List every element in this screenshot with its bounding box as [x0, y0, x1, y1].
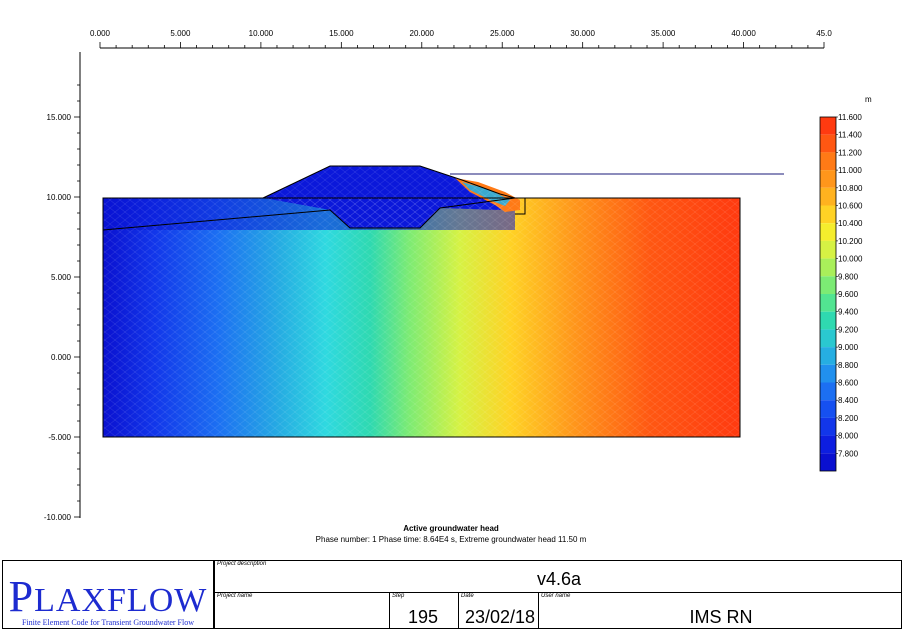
y-tick-label: 0.000 [51, 353, 72, 362]
plot-subtitle: Phase number: 1 Phase time: 8.64E4 s, Ex… [315, 535, 587, 544]
y-tick-label: 15.000 [47, 113, 72, 122]
legend-label: 10.000 [838, 255, 863, 264]
plot-title: Active groundwater head [403, 524, 499, 533]
legend-swatch [820, 294, 836, 312]
legend-swatch [820, 258, 836, 277]
legend-label: 8.400 [838, 396, 859, 405]
legend: m 11.600 11.400 11.200 11.000 10.800 10.600 10… [819, 95, 872, 472]
legend-label: 11.600 [838, 113, 862, 122]
legend-swatch [820, 205, 836, 224]
user-label: User name [541, 593, 571, 599]
legend-swatch [820, 134, 836, 153]
legend-swatch [820, 240, 836, 259]
legend-label: 9.400 [838, 308, 859, 317]
plot-canvas: 0.000 5.000 10.000 15.000 20.000 25.000 30.000… [44, 29, 872, 522]
legend-label: 8.000 [838, 432, 859, 441]
y-tick-label: 5.000 [51, 273, 72, 282]
embankment-outline [262, 165, 516, 199]
step-label: Step [392, 593, 405, 599]
legend-swatch [820, 417, 836, 436]
model-geometry [102, 165, 784, 438]
legend-swatch [820, 382, 836, 401]
y-axis: 15.000 10.000 5.000 0.000 -5.000 -10.000 [44, 52, 81, 522]
logo-tagline: Finite Element Code for Transient Ground… [22, 618, 194, 627]
step-cell: Step 195 [389, 592, 459, 629]
project-name-label: Project name [217, 593, 253, 599]
legend-swatch [820, 152, 836, 171]
date-cell: Date 23/02/18 [458, 592, 539, 629]
y-tick-label: -10.000 [44, 513, 72, 522]
legend-swatch [820, 347, 836, 365]
legend-swatch [820, 329, 836, 348]
legend-swatch [820, 170, 836, 188]
legend-swatch [820, 187, 836, 206]
date-value: 23/02/18 [465, 607, 536, 627]
legend-label: 9.000 [838, 343, 859, 352]
project-description-value: v4.6a [536, 569, 582, 589]
x-tick-label: 40.000 [731, 29, 756, 38]
date-label: Date [461, 593, 474, 599]
step-value: 195 [408, 607, 439, 627]
legend-label: 9.200 [838, 325, 859, 334]
legend-label: 11.400 [838, 131, 862, 140]
legend-swatch [820, 117, 836, 135]
legend-swatch [820, 364, 836, 383]
legend-swatch [820, 276, 836, 294]
legend-label: 9.800 [838, 272, 859, 281]
x-axis: 0.000 5.000 10.000 15.000 20.000 25.000 30.000… [90, 29, 832, 49]
y-tick-label: 10.000 [47, 193, 72, 202]
legend-label: 10.400 [838, 219, 863, 228]
legend-label: 8.600 [838, 379, 859, 388]
user-value: IMS RN [689, 607, 753, 627]
mesh-overlay [103, 198, 740, 437]
x-tick-label: 5.000 [170, 29, 191, 38]
legend-label: 9.600 [838, 290, 859, 299]
phreatic-outline [102, 197, 526, 231]
x-tick-label: 35.000 [651, 29, 676, 38]
legend-swatch [820, 435, 836, 454]
x-tick-label: 15.000 [329, 29, 354, 38]
x-tick-label: 45.0 [816, 29, 832, 38]
legend-label: 10.800 [838, 184, 863, 193]
legend-label: 8.200 [838, 414, 859, 423]
legend-swatch [820, 311, 836, 330]
legend-unit: m [865, 95, 872, 104]
legend-label: 7.800 [838, 449, 859, 458]
mesh-overlay-embankment [263, 166, 515, 228]
x-tick-label: 0.000 [90, 29, 111, 38]
x-tick-label: 10.000 [249, 29, 274, 38]
logo-rest: LAXFLOW [34, 582, 208, 619]
legend-label: 10.200 [838, 237, 863, 246]
legend-swatch [820, 453, 836, 471]
x-tick-label: 20.000 [410, 29, 435, 38]
foundation-outline [102, 197, 741, 438]
project-name-cell: Project name [214, 592, 390, 629]
x-tick-label: 30.000 [570, 29, 595, 38]
legend-label: 11.200 [838, 148, 862, 157]
logo-wordmark: PLAXFLOW [3, 575, 213, 619]
y-tick-label: -5.000 [48, 433, 71, 442]
legend-swatch [820, 223, 836, 241]
project-description-label: Project description [217, 561, 267, 567]
plaxflow-logo: PLAXFLOW Finite Element Code for Transie… [2, 560, 214, 629]
legend-swatch [820, 400, 836, 418]
legend-label: 11.000 [838, 166, 862, 175]
x-tick-label: 25.000 [490, 29, 515, 38]
legend-label: 10.600 [838, 202, 863, 211]
logo-first-letter: P [8, 572, 35, 621]
project-description-cell: Project description v4.6a [214, 560, 902, 593]
user-cell: User name IMS RN [538, 592, 902, 629]
legend-label: 8.800 [838, 361, 859, 370]
